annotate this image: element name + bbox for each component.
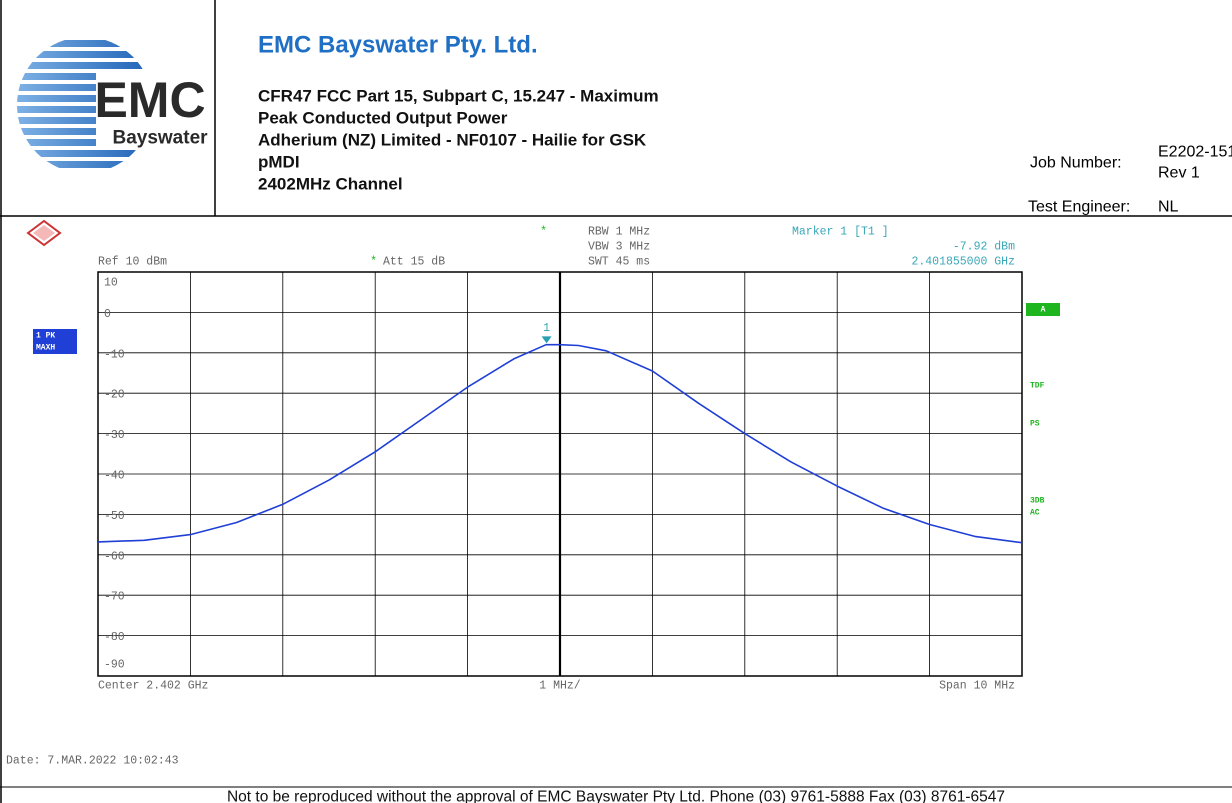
marker-value: -7.92 dBm — [953, 241, 1015, 254]
y-tick-label: -20 — [104, 389, 125, 402]
center-frequency: Center 2.402 GHz — [98, 680, 208, 693]
rbw: RBW 1 MHz — [588, 226, 650, 239]
att-star: * — [370, 256, 377, 269]
trace-indicator — [33, 329, 77, 354]
marker-label: 1 — [543, 322, 550, 335]
trace-line — [97, 343, 1023, 544]
title-line: Adherium (NZ) Limited - NF0107 - Hailie … — [258, 131, 647, 150]
rs-logo — [26, 219, 62, 247]
trace-indicator-line-2: MAXH — [36, 344, 55, 353]
title-line: Peak Conducted Output Power — [258, 109, 508, 128]
y-tick-label: -10 — [104, 348, 125, 361]
span: Span 10 MHz — [939, 680, 1015, 693]
side-ps: PS — [1030, 420, 1040, 429]
y-tick-label: -50 — [104, 510, 125, 523]
test-engineer-label: Test Engineer: — [1028, 199, 1130, 216]
marker-title: Marker 1 [T1 ] — [792, 226, 889, 239]
logo-subtext: Bayswater — [112, 128, 208, 149]
rbw-star: * — [540, 226, 547, 239]
y-tick-label: 0 — [104, 308, 111, 321]
title-block: CFR47 FCC Part 15, Subpart C, 15.247 - M… — [258, 87, 659, 194]
side-a: A — [1041, 306, 1046, 315]
revision: Rev 1 — [1158, 165, 1200, 182]
title-line: pMDI — [258, 153, 300, 172]
y-tick-label: 10 — [104, 277, 118, 290]
job-number-label: Job Number: — [1030, 155, 1122, 172]
ref-level: Ref 10 dBm — [98, 256, 167, 269]
title-line: CFR47 FCC Part 15, Subpart C, 15.247 - M… — [258, 87, 659, 106]
job-number: E2202-1514-5 — [1158, 144, 1232, 161]
y-tick-label: -90 — [104, 659, 125, 672]
swt: SWT 45 ms — [588, 256, 650, 269]
y-tick-label: -60 — [104, 550, 125, 563]
title-line: 2402MHz Channel — [258, 175, 403, 194]
y-tick-label: -40 — [104, 470, 125, 483]
attenuation: Att 15 dB — [383, 256, 445, 269]
side-ac: AC — [1030, 509, 1040, 518]
trace-indicator-line-1: 1 PK — [36, 332, 55, 341]
y-tick-label: -80 — [104, 631, 125, 644]
side-3db: 3DB — [1030, 497, 1045, 506]
spectrum-plot: 10 0 -10 -20 -30 -40 -50 -60 -70 -80 -90 1 — [97, 271, 1023, 677]
vbw: VBW 3 MHz — [588, 241, 650, 254]
test-engineer: NL — [1158, 199, 1179, 216]
per-division: 1 MHz/ — [539, 680, 581, 693]
logo: EMC Bayswater — [17, 40, 208, 168]
y-tick-label: -30 — [104, 429, 125, 442]
marker-frequency: 2.401855000 GHz — [911, 256, 1015, 269]
marker-triangle — [541, 336, 552, 344]
y-tick-label: -70 — [104, 591, 125, 604]
side-tdf: TDF — [1030, 382, 1045, 391]
logo-text: EMC — [94, 72, 205, 128]
date: Date: 7.MAR.2022 10:02:43 — [6, 755, 179, 768]
company-name: EMC Bayswater Pty. Ltd. — [258, 32, 538, 59]
side-a-box — [1026, 303, 1060, 316]
footer-note: Not to be reproduced without the approva… — [227, 789, 1005, 803]
